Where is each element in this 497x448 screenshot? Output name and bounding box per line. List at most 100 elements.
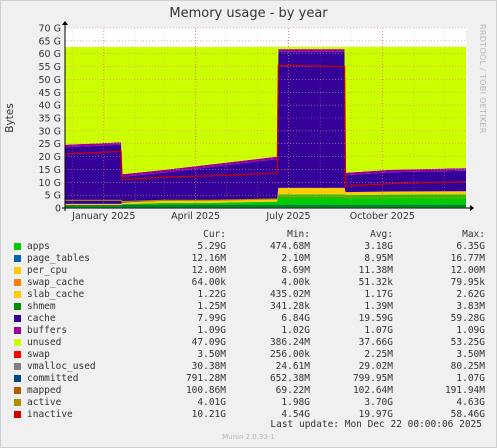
legend-label: buffers [27,325,68,336]
legend-label: committed [27,373,79,384]
legend-min: 4.54G [281,409,310,420]
x-tick-label: January 2025 [71,211,135,222]
legend-min: 6.84G [281,313,310,324]
legend-min: 69.22M [275,385,310,396]
y-tick-label: 5 G [45,191,61,202]
legend-min: 435.02M [269,289,310,300]
legend-avg: 29.02M [358,361,393,372]
last-update: Last update: Mon Dec 22 00:00:06 2025 [270,419,482,430]
y-tick-label: 35 G [39,114,61,125]
legend-row-slab-cache: slab_cache 1.22G 435.02M 1.17G 2.62G [0,289,497,301]
legend-min: 1.02G [281,325,310,336]
x-tick-label: April 2025 [171,211,220,222]
legend-swatch [14,267,21,274]
legend-label: slab_cache [27,289,85,300]
y-axis-arrow [62,21,68,25]
legend-cur: 791.28M [185,373,226,384]
legend-label: active [27,397,62,408]
legend-label: swap_cache [27,277,85,288]
legend-label: inactive [27,409,73,420]
legend-max: 2.62G [456,289,485,300]
x-tick-label: October 2025 [350,211,415,222]
legend-row-shmem: shmem 1.25M 341.28k 1.39M 3.83M [0,301,497,313]
legend-max: 1.09G [456,325,485,336]
legend-swatch [14,411,21,418]
rrdtool-credit: RRDTOOL / TOBI OETIKER [478,24,487,134]
legend-avg: 799.95M [352,373,393,384]
memory-chart: 0 5 G 10 G 15 G 20 G 25 G 30 G35 G 40 G 45 G 50 G… [4,21,474,223]
legend-min: 474.68M [269,241,310,252]
legend-cur: 30.38M [191,361,226,372]
legend-min: 2.10M [281,253,310,264]
legend-swatch [14,363,21,370]
legend-cur: 64.00k [191,277,226,288]
legend-label: shmem [27,301,56,312]
legend-row-vmalloc-used: vmalloc_used 30.38M 24.61M 29.02M 80.25M [0,361,497,373]
legend-avg: 2.25M [364,349,393,360]
legend-row-mapped: mapped 100.86M 69.22M 102.64M 191.94M [0,385,497,397]
y-tick-label: 15 G [39,165,61,176]
legend-cur: 5.29G [197,241,226,252]
legend-swatch [14,315,21,322]
y-tick-label: 20 G [39,152,61,163]
legend-label: apps [27,241,50,252]
legend-avg: 19.59G [358,313,393,324]
x-axis-arrow [470,205,474,211]
legend-min: 256.00k [269,349,310,360]
legend-header: Cur: Min: Avg: Max: [0,229,497,241]
y-tick-label: 60 G [39,49,61,60]
legend-label: vmalloc_used [27,361,96,372]
legend-row-per-cpu: per_cpu 12.00M 8.69M 11.38M 12.00M [0,265,497,277]
legend-max: 6.35G [456,241,485,252]
legend-swatch [14,387,21,394]
x-tick-label: July 2025 [265,211,310,222]
legend-max: 16.77M [450,253,485,264]
legend-max: 191.94M [444,385,485,396]
legend-label: per_cpu [27,265,68,276]
legend-row-committed: committed 791.28M 652.38M 799.95M 1.07G [0,373,497,385]
legend-cur: 7.99G [197,313,226,324]
legend-row-apps: apps 5.29G 474.68M 3.18G 6.35G [0,241,497,253]
legend-label: page_tables [27,253,90,264]
legend-min: 4.00k [281,277,310,288]
legend-cur: 10.21G [191,409,226,420]
legend-cur: 1.22G [197,289,226,300]
legend-cur: 12.16M [191,253,226,264]
legend-cur: 1.25M [197,301,226,312]
legend-avg: 19.97G [358,409,393,420]
legend-avg: 11.38M [358,265,393,276]
legend-swatch [14,243,21,250]
legend-swatch [14,339,21,346]
legend-cur: 1.09G [197,325,226,336]
legend-row-cache: cache 7.99G 6.84G 19.59G 59.28G [0,313,497,325]
legend-row-inactive: inactive 10.21G 4.54G 19.97G 58.46G [0,409,497,421]
legend-row-unused: unused 47.09G 386.24M 37.66G 53.25G [0,337,497,349]
y-tick-label: 25 G [39,139,61,150]
legend-max: 53.25G [450,337,485,348]
area-slab-cache [65,187,466,206]
legend-cur: 4.01G [197,397,226,408]
legend-row-page-tables: page_tables 12.16M 2.10M 8.95M 16.77M [0,253,497,265]
legend-avg: 1.39M [364,301,393,312]
legend-max: 1.07G [456,373,485,384]
legend-swatch [14,255,21,262]
legend-max: 3.83M [456,301,485,312]
legend-max: 3.50M [456,349,485,360]
legend-avg: 51.32k [358,277,393,288]
chart-labels: 0 5 G 10 G 15 G 20 G 25 G 30 G35 G 40 G 45 G 50 G… [4,24,415,223]
legend-min: 652.38M [269,373,310,384]
legend-max: 59.28G [450,313,485,324]
legend-max: 58.46G [450,409,485,420]
legend-swatch [14,291,21,298]
legend-row-active: active 4.01G 1.98G 3.70G 4.63G [0,397,497,409]
legend-swatch [14,351,21,358]
y-tick-label: 55 G [39,62,61,73]
chart-areas [65,28,466,208]
chart-lines [64,64,467,207]
legend-min: 24.61M [275,361,310,372]
legend-avg: 3.18G [364,241,393,252]
legend-swatch [14,279,21,286]
legend-label: mapped [27,385,62,396]
legend-header-cur: Cur: [203,229,226,240]
legend-avg: 1.07G [364,325,393,336]
